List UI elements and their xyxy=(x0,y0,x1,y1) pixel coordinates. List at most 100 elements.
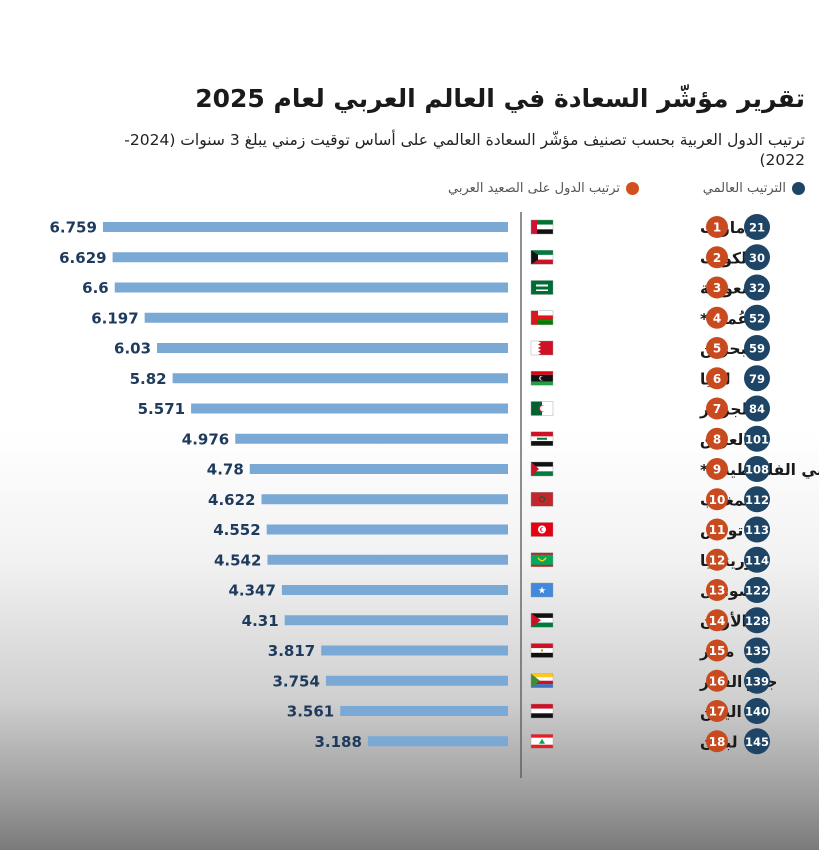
bar-3 xyxy=(114,282,509,293)
value-label-15: 3.817 xyxy=(268,642,315,660)
arab-rank-badge-10 xyxy=(706,488,728,511)
kuwait-flag-icon xyxy=(530,250,554,265)
arab-rank-badge-7 xyxy=(706,397,728,420)
world-rank-badge-15 xyxy=(744,637,770,664)
world-rank-label-15: 135 xyxy=(745,644,769,658)
world-rank-label-9: 108 xyxy=(745,463,769,477)
legend-world-label: الترتيب العالمي xyxy=(702,181,786,196)
arab-rank-label-12: 12 xyxy=(709,553,726,567)
value-label-11: 4.552 xyxy=(213,521,260,539)
arab-rank-label-5: 5 xyxy=(713,342,721,356)
world-rank-badge-1 xyxy=(744,214,770,240)
tunisia-flag-icon xyxy=(530,522,554,537)
uae-flag-icon xyxy=(530,219,554,235)
arab-rank-label-15: 15 xyxy=(709,644,726,658)
bar-13 xyxy=(281,585,508,595)
bar-17 xyxy=(340,706,508,716)
algeria-flag-icon xyxy=(530,401,554,416)
arab-rank-badge-17 xyxy=(706,700,728,722)
arab-rank-badge-1 xyxy=(706,216,728,238)
mauritania-flag-icon xyxy=(530,552,554,567)
world-rank-label-18: 145 xyxy=(745,735,769,749)
legend-arab-dot xyxy=(626,182,639,195)
egypt-flag-icon xyxy=(530,643,554,658)
arab-rank-badge-8 xyxy=(706,427,728,450)
bar-14 xyxy=(284,615,508,626)
world-rank-label-4: 52 xyxy=(749,311,765,325)
world-rank-label-17: 140 xyxy=(745,705,769,719)
arab-rank-label-17: 17 xyxy=(709,705,726,719)
bar-4 xyxy=(144,312,509,323)
arab-rank-badge-2 xyxy=(706,246,728,269)
chart-title: تقرير مؤشّر السعادة في العالم العربي لعا… xyxy=(195,84,805,113)
bar-9 xyxy=(249,464,508,474)
world-rank-badge-18 xyxy=(744,728,770,755)
bar-15 xyxy=(321,645,508,656)
value-label-7: 5.571 xyxy=(138,400,185,418)
arab-rank-badge-5 xyxy=(706,337,728,359)
bar-10 xyxy=(261,494,508,505)
arab-rank-badge-4 xyxy=(706,306,728,329)
world-rank-badge-14 xyxy=(744,607,770,634)
arab-rank-badge-3 xyxy=(706,276,728,299)
arab-rank-badge-11 xyxy=(706,518,728,541)
arab-rank-label-16: 16 xyxy=(709,674,726,688)
chart-subtitle: ترتيب الدول العربية بحسب تصنيف مؤشّر الس… xyxy=(124,131,805,169)
arab-rank-label-3: 3 xyxy=(713,281,721,295)
somalia-flag-icon xyxy=(530,582,554,598)
morocco-flag-icon xyxy=(530,492,554,507)
bar-11 xyxy=(266,524,508,535)
bar-5 xyxy=(157,343,508,353)
world-rank-label-5: 59 xyxy=(749,342,765,356)
arab-rank-label-2: 2 xyxy=(713,251,721,265)
bar-6 xyxy=(172,373,508,384)
comoros-flag-icon xyxy=(530,673,554,688)
world-rank-label-14: 128 xyxy=(745,614,769,628)
arab-rank-label-10: 10 xyxy=(709,493,726,507)
lebanon-flag-icon xyxy=(530,734,554,749)
world-rank-badge-13 xyxy=(744,577,770,603)
world-rank-badge-6 xyxy=(744,365,770,392)
value-label-10: 4.622 xyxy=(208,491,255,509)
arab-rank-label-9: 9 xyxy=(713,463,721,477)
value-label-14: 4.31 xyxy=(242,612,279,630)
value-label-16: 3.754 xyxy=(272,672,319,690)
world-rank-label-12: 114 xyxy=(745,553,769,567)
arab-rank-badge-12 xyxy=(706,548,728,571)
world-rank-badge-12 xyxy=(744,546,770,573)
value-label-1: 6.759 xyxy=(49,219,96,237)
world-rank-label-8: 101 xyxy=(745,432,769,446)
value-label-6: 5.82 xyxy=(130,370,167,388)
bahrain-flag-icon xyxy=(530,340,554,356)
legend-world-rank: الترتيب العالمي xyxy=(703,181,805,196)
yemen-flag-icon xyxy=(530,703,554,719)
jordan-flag-icon xyxy=(530,613,554,628)
value-label-2: 6.629 xyxy=(59,249,106,267)
arab-rank-badge-18 xyxy=(706,730,728,753)
arab-rank-badge-14 xyxy=(706,609,728,632)
value-label-17: 3.561 xyxy=(287,703,334,721)
iraq-flag-icon xyxy=(530,431,554,446)
arab-rank-badge-16 xyxy=(706,669,728,692)
world-rank-label-1: 21 xyxy=(749,221,765,235)
arab-rank-label-14: 14 xyxy=(709,614,726,628)
world-rank-label-13: 122 xyxy=(745,584,769,598)
legend-arab-rank: ترتيب الدول على الصعيد العربي xyxy=(448,181,639,196)
world-rank-label-10: 112 xyxy=(745,493,769,507)
world-rank-label-16: 139 xyxy=(745,674,769,688)
bar-8 xyxy=(235,433,509,444)
value-label-18: 3.188 xyxy=(314,733,361,751)
arab-rank-label-4: 4 xyxy=(713,311,721,325)
value-label-8: 4.976 xyxy=(182,430,229,448)
world-rank-label-6: 79 xyxy=(749,372,765,386)
value-label-13: 4.347 xyxy=(228,582,275,600)
world-rank-badge-3 xyxy=(744,274,770,301)
arab-rank-label-8: 8 xyxy=(713,432,721,446)
world-rank-label-7: 84 xyxy=(749,402,765,416)
value-label-3: 6.6 xyxy=(82,279,109,297)
arab-rank-badge-15 xyxy=(706,639,728,662)
bar-18 xyxy=(367,736,508,747)
bar-7 xyxy=(191,403,508,414)
arab-rank-label-11: 11 xyxy=(709,523,726,537)
